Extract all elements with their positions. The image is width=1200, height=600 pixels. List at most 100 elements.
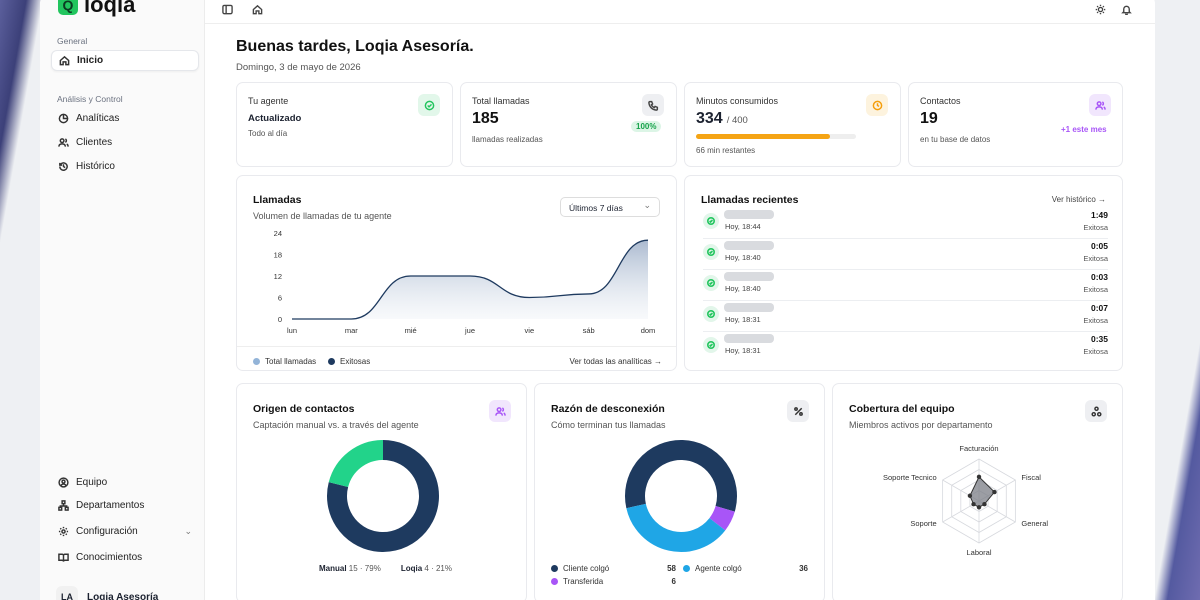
x-tick-label: vie (525, 326, 535, 335)
sidebar-item-configuracion[interactable]: Configuración ⌄ (51, 521, 199, 542)
clock-icon (866, 94, 888, 116)
x-tick-label: mar (345, 326, 358, 335)
radar-axis-label: Laboral (966, 548, 991, 557)
section-label-analisis: Análisis y Control (57, 94, 123, 104)
logo[interactable]: Q loqia (58, 0, 135, 16)
call-status: Exitosa (1083, 347, 1108, 356)
recent-call-row[interactable]: Hoy, 18:40 0:03 Exitosa (703, 269, 1108, 301)
radar-point (976, 505, 982, 510)
radar-axis-label: General (1021, 519, 1048, 528)
view-history-link[interactable]: Ver histórico → (1051, 195, 1106, 204)
radar-point (971, 501, 976, 507)
gear-icon (58, 526, 69, 537)
sidebar-item-label: Analíticas (76, 113, 120, 124)
legend-label: Exitosas (340, 357, 371, 366)
card-title: Cobertura del equipo (849, 403, 955, 415)
page-date: Domingo, 3 de mayo de 2026 (236, 62, 361, 73)
sidebar-item-label: Equipo (76, 477, 108, 488)
legend-item: Cliente colgó 58 (551, 564, 676, 573)
call-status: Exitosa (1083, 285, 1108, 294)
card-subtitle: Cómo terminan tus llamadas (551, 420, 666, 430)
stat-card-calls[interactable]: Total llamadas 185 llamadas realizadas 1… (460, 82, 677, 167)
sidebar-item-clientes[interactable]: Clientes (51, 132, 199, 153)
recent-call-row[interactable]: Hoy, 18:31 0:07 Exitosa (703, 300, 1108, 332)
stat-value: 19 (920, 110, 938, 127)
range-select-value: Últimos 7 días (569, 203, 623, 213)
donut-slice (626, 503, 726, 552)
call-time: Hoy, 18:44 (725, 222, 761, 231)
logo-mark-icon: Q (58, 0, 78, 15)
users-icon (489, 400, 511, 422)
topbar (205, 0, 1155, 24)
sidebar-item-historico[interactable]: Histórico (51, 156, 199, 177)
legend-value: 58 (667, 564, 676, 573)
redacted-name (724, 210, 774, 219)
calls-chart-card: Llamadas Volumen de llamadas de tu agent… (236, 175, 677, 371)
sidebar-item-departamentos[interactable]: Departamentos (51, 495, 199, 516)
legend-total: Total llamadas (253, 357, 316, 366)
legend-label: Agente colgó (695, 564, 742, 573)
redacted-name (724, 334, 774, 343)
radar-point (976, 474, 982, 480)
stat-card-minutes[interactable]: Minutos consumidos 334 / 400 66 min rest… (684, 82, 901, 167)
call-duration: 0:07 (1090, 303, 1108, 313)
check-circle-icon (703, 337, 719, 353)
bell-icon[interactable] (1121, 2, 1132, 16)
sidebar-toggle-icon[interactable] (222, 2, 233, 15)
user-menu[interactable]: LA Loqia Asesoría (56, 586, 158, 600)
recent-calls-card: Llamadas recientes Ver histórico → Hoy, … (684, 175, 1123, 371)
recent-call-row[interactable]: Hoy, 18:44 1:49 Exitosa (703, 207, 1108, 239)
network-icon (58, 500, 69, 511)
legend-item: Transferida 6 (551, 577, 676, 586)
radar-axis-label: Soporte (910, 519, 936, 528)
stat-label: Contactos (920, 96, 961, 106)
recent-call-row[interactable]: Hoy, 18:40 0:05 Exitosa (703, 238, 1108, 270)
x-tick-label: sáb (583, 326, 595, 335)
stat-value: 185 (472, 110, 499, 127)
y-tick-label: 18 (274, 251, 282, 260)
radar-point (992, 489, 997, 495)
origin-legend: Manual 15 · 79% Loqia 4 · 21% (319, 564, 452, 573)
radar-point (967, 493, 973, 498)
percent-icon (787, 400, 809, 422)
sidebar-item-analiticas[interactable]: Analíticas (51, 108, 199, 129)
series-area-total (292, 240, 648, 319)
call-status: Exitosa (1083, 316, 1108, 325)
sidebar-item-label: Clientes (76, 137, 113, 148)
recent-call-row[interactable]: Hoy, 18:31 0:35 Exitosa (703, 331, 1108, 361)
origin-card: Origen de contactos Captación manual vs.… (236, 383, 527, 600)
legend-exitosas: Exitosas (328, 357, 370, 366)
call-duration: 0:05 (1090, 241, 1108, 251)
view-analytics-link[interactable]: Ver todas las analíticas → (569, 357, 663, 366)
sun-icon[interactable] (1095, 2, 1106, 15)
calls-area-chart: 24 18 12 6 0 lun mar mié jue vie sáb dom (274, 229, 656, 335)
stat-card-contacts[interactable]: Contactos 19 en tu base de datos +1 este… (908, 82, 1123, 167)
stat-sub: en tu base de datos (920, 135, 991, 144)
card-title: Razón de desconexión (551, 403, 665, 415)
card-title: Llamadas (253, 194, 302, 206)
y-tick-label: 6 (278, 294, 282, 303)
card-subtitle: Miembros activos por departamento (849, 420, 993, 430)
donut-slice-loqia (328, 440, 384, 488)
status-badge: 100% (631, 121, 662, 132)
radar-point (982, 501, 987, 507)
legend-item: Agente colgó 36 (683, 564, 808, 573)
users-icon (58, 138, 69, 147)
legend-label: Total llamadas (265, 357, 317, 366)
sidebar-item-inicio[interactable]: Inicio (51, 50, 199, 71)
sidebar-item-equipo[interactable]: Equipo (51, 472, 199, 493)
radar-axis-label: Soporte Tecnico (883, 473, 937, 482)
range-select[interactable]: Últimos 7 días ⌄ (560, 197, 660, 217)
legend-value: 36 (799, 564, 808, 573)
coverage-card: Cobertura del equipo Miembros activos po… (832, 383, 1123, 600)
check-circle-icon (703, 306, 719, 322)
sidebar-item-conocimientos[interactable]: Conocimientos (51, 547, 199, 568)
call-status: Exitosa (1083, 254, 1108, 263)
check-circle-icon (703, 244, 719, 260)
stat-card-agent[interactable]: Tu agente Actualizado Todo al día (236, 82, 453, 167)
home-icon[interactable] (252, 2, 263, 15)
stat-label: Minutos consumidos (696, 96, 779, 106)
legend-dot (253, 358, 260, 365)
legend-manual: Manual 15 · 79% (319, 564, 381, 573)
donut-slice (625, 440, 737, 512)
